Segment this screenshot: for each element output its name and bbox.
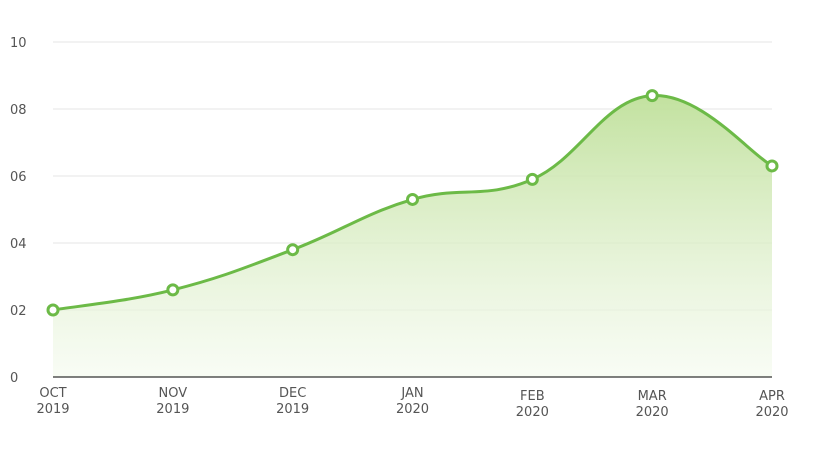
x-tick-label: DEC 2019 xyxy=(276,386,309,417)
area-fill-shape xyxy=(53,95,772,378)
x-tick-label: OCT 2019 xyxy=(36,386,69,417)
y-tick-label: 10 xyxy=(10,36,27,51)
data-point[interactable] xyxy=(286,243,300,257)
x-tick-label: NOV 2019 xyxy=(156,386,189,417)
data-point[interactable] xyxy=(645,89,659,103)
y-tick-label: 02 xyxy=(10,304,27,319)
y-tick-label: 06 xyxy=(10,170,27,185)
y-tick-label: 04 xyxy=(10,237,27,252)
data-point[interactable] xyxy=(765,159,779,173)
x-tick-labels: OCT 2019 NOV 2019 DEC 2019 JAN 2020 FEB 2020 MAR 20… xyxy=(36,386,788,420)
y-tick-label: 0 xyxy=(10,371,18,386)
area-fill xyxy=(53,95,772,378)
data-point[interactable] xyxy=(46,303,60,317)
y-tick-label: 08 xyxy=(10,103,27,118)
x-tick-label: MAR 2020 xyxy=(636,389,669,420)
data-point[interactable] xyxy=(406,192,419,206)
x-tick-label: JAN 2020 xyxy=(396,386,429,417)
data-points xyxy=(46,89,779,317)
data-point[interactable] xyxy=(166,283,180,297)
x-tick-label: FEB 2020 xyxy=(516,389,549,420)
data-point[interactable] xyxy=(525,172,539,186)
x-tick-label: APR 2020 xyxy=(755,389,788,420)
y-tick-labels: 0 02 04 06 08 10 xyxy=(10,36,27,386)
